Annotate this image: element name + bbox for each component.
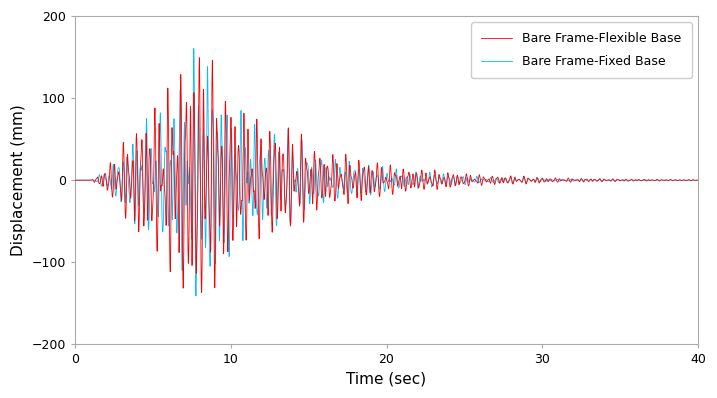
Bare Frame-Flexible Base (336, 174, 345, 179)
Bare Frame-Flexible Base (343, 189, 351, 194)
Bare Frame-Fixed Base (343, 191, 351, 196)
Bare Frame-Flexible Base (197, 290, 206, 295)
Y-axis label: Displacement (mm): Displacement (mm) (11, 104, 26, 256)
Line: Bare Frame-Flexible Base: Bare Frame-Flexible Base (75, 58, 698, 293)
Bare Frame-Fixed Base (693, 178, 702, 183)
Bare Frame-Fixed Base (189, 46, 198, 51)
Bare Frame-Flexible Base (495, 179, 503, 184)
Bare Frame-Fixed Base (158, 230, 167, 234)
Line: Bare Frame-Fixed Base: Bare Frame-Fixed Base (75, 49, 698, 296)
Bare Frame-Flexible Base (384, 186, 393, 191)
Bare Frame-Flexible Base (194, 101, 203, 106)
Bare Frame-Flexible Base (71, 178, 80, 183)
Bare Frame-Flexible Base (158, 174, 167, 178)
Bare Frame-Fixed Base (191, 293, 200, 298)
X-axis label: Time (sec): Time (sec) (346, 372, 427, 387)
Legend: Bare Frame-Flexible Base, Bare Frame-Fixed Base: Bare Frame-Flexible Base, Bare Frame-Fix… (471, 22, 692, 78)
Bare Frame-Fixed Base (71, 178, 80, 183)
Bare Frame-Fixed Base (384, 179, 393, 184)
Bare Frame-Flexible Base (195, 55, 204, 60)
Bare Frame-Fixed Base (495, 179, 503, 184)
Bare Frame-Fixed Base (195, 122, 204, 127)
Bare Frame-Flexible Base (693, 178, 702, 183)
Bare Frame-Fixed Base (336, 168, 345, 173)
